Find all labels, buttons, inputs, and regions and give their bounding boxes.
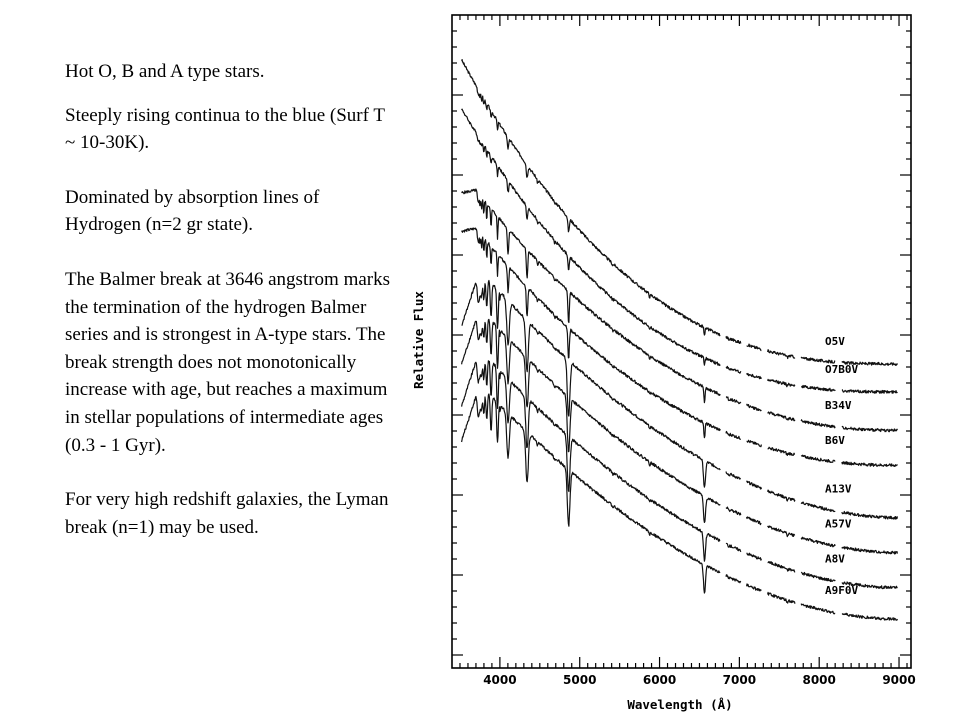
series-label-b6v: B6V xyxy=(825,434,845,447)
series-label-a57v: A57V xyxy=(825,517,852,530)
spectrum-a8v xyxy=(746,552,762,561)
spectrum-a8v xyxy=(725,542,742,553)
paragraph-star-types: Hot O, B and A type stars. xyxy=(65,61,265,82)
spectrum-o5v xyxy=(461,59,721,337)
spectrum-b6v xyxy=(725,430,742,441)
spectrum-a9f0v xyxy=(725,574,742,584)
spectrum-o7b0v xyxy=(461,108,721,367)
spectrum-a8v xyxy=(461,360,721,562)
x-tick-label: 8000 xyxy=(802,673,835,687)
spectrum-o5v xyxy=(800,356,836,364)
spectrum-a13v xyxy=(800,501,836,513)
x-axis-label: Wavelength (Å) xyxy=(627,697,732,712)
series-label-b34v: B34V xyxy=(825,399,852,412)
spectrum-b6v xyxy=(841,461,898,467)
spectrum-b6v xyxy=(800,454,836,463)
spectrum-a8v xyxy=(767,561,796,573)
spectrum-a57v xyxy=(461,318,721,523)
spectrum-a57v xyxy=(800,536,836,548)
paragraph-absorption: Dominated by absorption lines of Hydroge… xyxy=(65,186,320,236)
plot-frame xyxy=(451,14,912,669)
x-tick-label: 4000 xyxy=(483,673,516,687)
spectrum-o7b0v xyxy=(746,372,762,380)
spectrum-a9f0v xyxy=(767,591,796,604)
spectrum-o5v xyxy=(767,349,796,360)
spectrum-a57v xyxy=(746,516,762,526)
series-label-a8v: A8V xyxy=(825,553,845,566)
spectrum-a13v xyxy=(841,510,898,520)
spectrum-a13v xyxy=(461,279,721,488)
spectrum-b34v xyxy=(800,419,836,429)
spectrum-a9f0v xyxy=(461,393,721,594)
spectrum-o5v xyxy=(746,343,762,352)
y-axis-label: Relative Flux xyxy=(411,291,426,389)
x-tick-labels: 4000 5000 6000 7000 8000 9000 xyxy=(483,673,916,687)
spectrum-a57v xyxy=(841,546,898,555)
series-label-o5v: O5V xyxy=(825,335,845,348)
spectrum-a13v xyxy=(746,480,762,490)
series-label-a13v: A13V xyxy=(825,482,852,495)
spectra-series xyxy=(461,59,898,621)
spectrum-a8v xyxy=(841,581,898,590)
series-labels: O5V O7B0V B34V B6V A13V A57V A8V A9F0V xyxy=(825,335,858,597)
spectrum-b6v xyxy=(767,446,796,456)
spectrum-o7b0v xyxy=(841,389,898,394)
spectrum-o5v xyxy=(725,335,742,344)
axis-ticks xyxy=(452,15,911,668)
spectrum-a13v xyxy=(725,471,742,480)
spectrum-a8v xyxy=(800,571,836,583)
spectrum-o7b0v xyxy=(767,378,796,388)
spectrum-o5v xyxy=(841,360,898,366)
x-tick-label: 9000 xyxy=(882,673,915,687)
spectrum-b6v xyxy=(461,227,721,439)
spectrum-b34v xyxy=(746,403,762,412)
series-label-o7b0v: O7B0V xyxy=(825,363,858,376)
spectrum-b34v xyxy=(725,396,742,405)
paragraph-lyman-break: For very high redshift galaxies, the Lym… xyxy=(65,489,389,538)
spectrum-b34v xyxy=(767,411,796,422)
description-text: Hot O, B and A type stars. Steeply risin… xyxy=(65,58,395,568)
spectrum-b34v xyxy=(461,188,721,404)
spectrum-b6v xyxy=(746,439,762,448)
spectrum-b34v xyxy=(841,425,898,433)
series-label-a9f0v: A9F0V xyxy=(825,584,858,597)
spectrum-a9f0v xyxy=(800,603,836,615)
spectrum-a57v xyxy=(725,506,742,516)
x-tick-label: 7000 xyxy=(723,673,756,687)
spectrum-a9f0v xyxy=(841,612,898,621)
spectrum-a57v xyxy=(767,525,796,538)
x-tick-label: 6000 xyxy=(643,673,676,687)
paragraph-balmer-break: The Balmer break at 3646 angstrom marks … xyxy=(65,268,391,456)
spectrum-o7b0v xyxy=(725,365,742,374)
spectrum-a13v xyxy=(767,489,796,502)
spectrum-o7b0v xyxy=(800,384,836,392)
x-tick-label: 5000 xyxy=(563,673,596,687)
spectrum-a9f0v xyxy=(746,583,762,592)
paragraph-continua: Steeply rising continua to the blue (Sur… xyxy=(65,104,385,154)
